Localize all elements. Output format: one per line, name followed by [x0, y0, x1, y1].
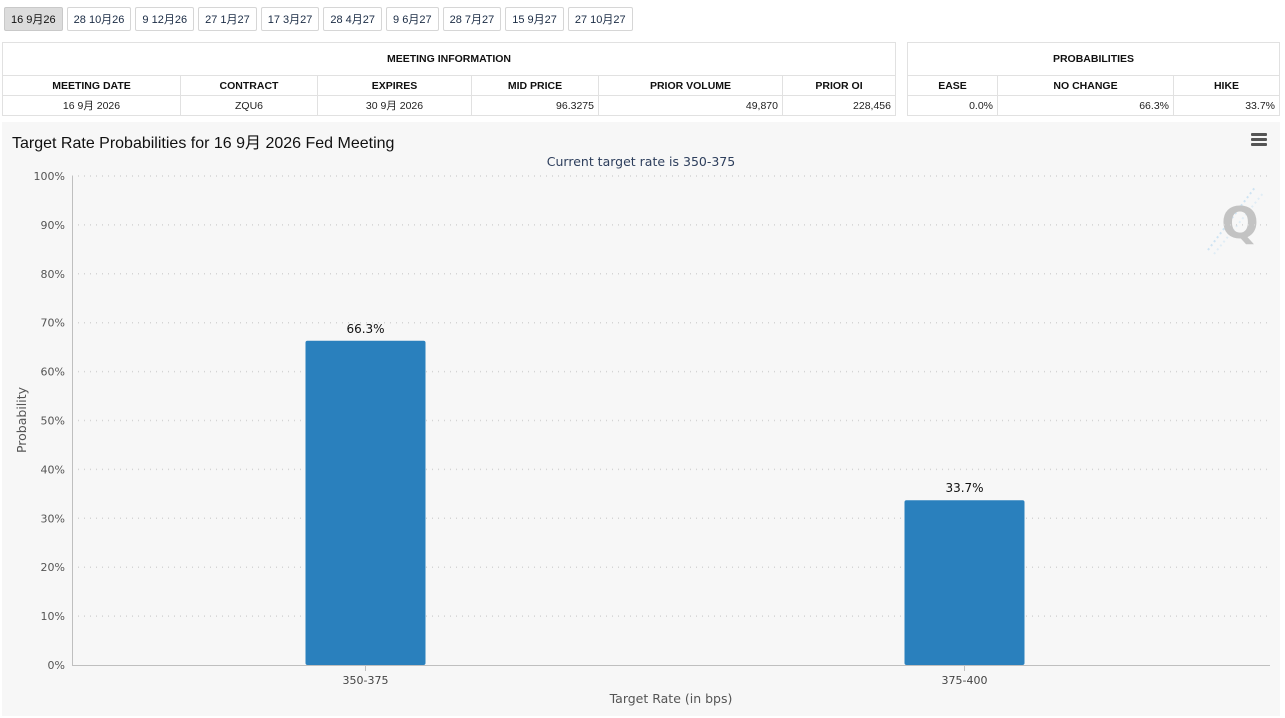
meeting-date-tabs: 16 9月26 28 10月26 9 12月26 27 1月27 17 3月27 28 4…: [4, 7, 633, 31]
chart-title: Target Rate Probabilities for 16 9月 2026…: [12, 135, 395, 152]
svg-text:Q: Q: [1221, 198, 1258, 249]
x-axis-title: Target Rate (in bps): [609, 691, 733, 706]
y-tick-label: 100%: [34, 170, 65, 183]
prior-oi-header: PRIOR OI: [782, 75, 896, 96]
y-tick-label: 70%: [41, 317, 65, 330]
meeting-date-header: MEETING DATE: [2, 75, 181, 96]
chart-panel: Target Rate Probabilities for 16 9月 2026…: [2, 122, 1280, 716]
tab-meeting-3[interactable]: 27 1月27: [198, 7, 257, 31]
meeting-information-heading: MEETING INFORMATION: [2, 42, 896, 76]
y-tick-label: 0%: [48, 659, 65, 672]
bar-chart: Q 0% 10% 20% 30% 40% 50% 60% 70% 80% 90% 100% 66.3%…: [14, 154, 1270, 706]
tab-meeting-1[interactable]: 28 10月26: [66, 7, 132, 31]
tab-meeting-9[interactable]: 27 10月27: [567, 7, 633, 31]
hike-header: HIKE: [1173, 75, 1280, 96]
bar-375-400: [904, 500, 1025, 665]
bar-350-375: [305, 340, 426, 665]
hamburger-menu-icon[interactable]: [1251, 133, 1267, 147]
table-row: 16 9月 2026 ZQU6 30 9月 2026 96.3275 49,87…: [2, 95, 896, 116]
prior-volume-cell: 49,870: [598, 95, 783, 116]
probabilities-heading: PROBABILITIES: [907, 42, 1280, 76]
contract-header: CONTRACT: [180, 75, 318, 96]
contract-cell: ZQU6: [180, 95, 318, 116]
probabilities-table: PROBABILITIES EASE NO CHANGE HIKE 0.0% 6…: [907, 42, 1280, 116]
meeting-date-cell: 16 9月 2026: [2, 95, 181, 116]
table-row: 0.0% 66.3% 33.7%: [907, 95, 1280, 116]
tab-meeting-4[interactable]: 17 3月27: [260, 7, 320, 31]
hike-cell: 33.7%: [1173, 95, 1280, 116]
y-tick-label: 40%: [41, 463, 65, 476]
chart-subtitle: Current target rate is 350-375: [547, 154, 735, 169]
prior-oi-cell: 228,456: [782, 95, 896, 116]
y-tick-label: 10%: [41, 610, 65, 623]
mid-price-cell: 96.3275: [471, 95, 599, 116]
meeting-information-table: MEETING INFORMATION MEETING DATE CONTRAC…: [2, 42, 896, 116]
no-change-cell: 66.3%: [997, 95, 1174, 116]
y-tick-label: 20%: [41, 561, 65, 574]
x-tick-label: 375-400: [942, 674, 988, 687]
y-axis-title: Probability: [14, 386, 29, 453]
prior-volume-header: PRIOR VOLUME: [598, 75, 783, 96]
tab-meeting-0[interactable]: 16 9月26: [4, 7, 63, 31]
data-label: 66.3%: [346, 322, 384, 336]
ease-cell: 0.0%: [907, 95, 998, 116]
tab-meeting-8[interactable]: 15 9月27: [505, 7, 564, 31]
y-tick-label: 50%: [41, 415, 65, 428]
tab-meeting-2[interactable]: 9 12月26: [135, 7, 195, 31]
tab-meeting-6[interactable]: 9 6月27: [386, 7, 439, 31]
mid-price-header: MID PRICE: [471, 75, 599, 96]
tab-meeting-7[interactable]: 28 7月27: [442, 7, 502, 31]
y-tick-label: 90%: [41, 219, 65, 232]
q-logo-icon: Q: [1207, 185, 1265, 255]
tab-meeting-5[interactable]: 28 4月27: [323, 7, 383, 31]
data-label: 33.7%: [945, 481, 983, 495]
y-tick-label: 30%: [41, 512, 65, 525]
expires-header: EXPIRES: [317, 75, 472, 96]
y-tick-label: 60%: [41, 366, 65, 379]
y-tick-label: 80%: [41, 268, 65, 281]
x-tick-label: 350-375: [343, 674, 389, 687]
ease-header: EASE: [907, 75, 998, 96]
expires-cell: 30 9月 2026: [317, 95, 472, 116]
no-change-header: NO CHANGE: [997, 75, 1174, 96]
